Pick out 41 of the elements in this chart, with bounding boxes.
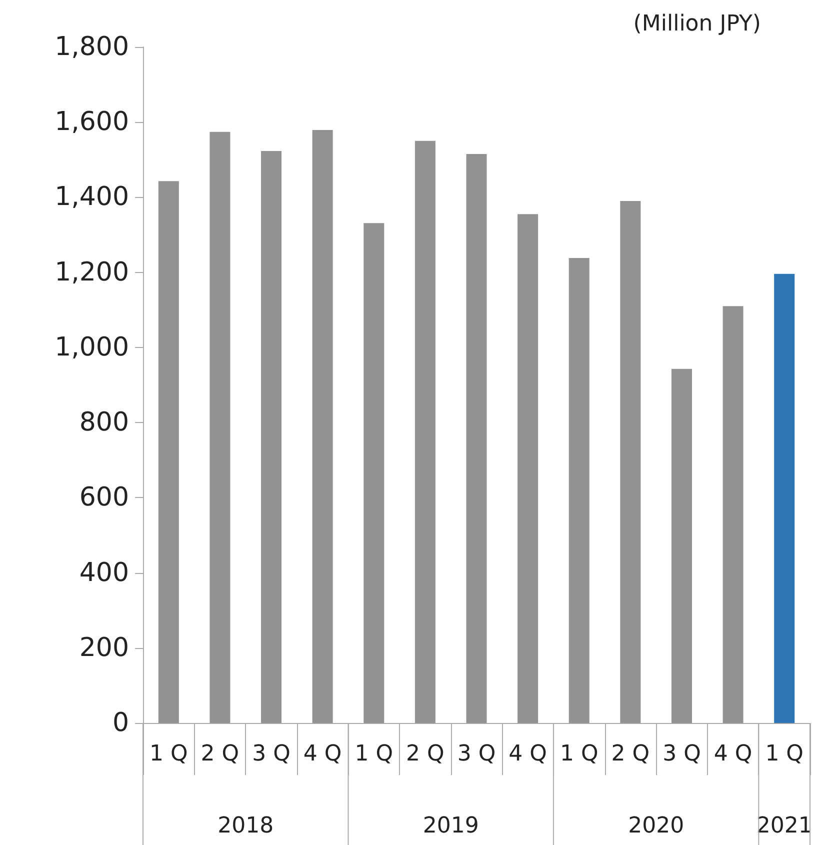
y-tick-label: 1,400 xyxy=(54,182,129,212)
x-tick-label: 3 Q xyxy=(457,742,496,766)
bar xyxy=(414,140,436,723)
bar xyxy=(620,200,641,723)
y-tick-label: 400 xyxy=(79,558,129,588)
bar xyxy=(261,151,282,723)
y-tick-label: 1,000 xyxy=(54,332,129,362)
y-tick-label: 0 xyxy=(112,708,129,738)
x-tick-label: 2 Q xyxy=(406,742,444,766)
y-axis-title: (Million JPY) xyxy=(633,12,761,36)
bar xyxy=(210,132,230,723)
bar xyxy=(518,214,538,723)
x-tick-label: 2 Q xyxy=(200,742,240,766)
y-tick-label: 1,800 xyxy=(54,32,129,62)
x-tick-label: 1 Q xyxy=(150,742,188,766)
bar xyxy=(722,306,744,723)
x-tick-label: 2 Q xyxy=(611,742,650,766)
y-tick-label: 1,600 xyxy=(54,107,129,138)
y-tick-label: 1,200 xyxy=(54,257,129,288)
text: 2021 xyxy=(756,814,812,838)
text: 2019 xyxy=(422,814,479,838)
x-tick-label: 4 Q xyxy=(714,742,752,766)
bar xyxy=(312,130,333,723)
x-tick-label: 3 Q xyxy=(252,742,290,766)
text: 2018 xyxy=(218,814,274,838)
x-tick-label: 1 Q xyxy=(560,742,598,766)
y-tick-label: 600 xyxy=(79,482,129,513)
bar xyxy=(774,274,795,723)
x-tick-label: 4 Q xyxy=(508,742,547,766)
bar xyxy=(568,258,590,723)
bar xyxy=(466,154,487,723)
x-tick-label: 3 Q xyxy=(662,742,701,766)
x-tick-label: 1 Q xyxy=(765,742,804,766)
y-tick-label: 800 xyxy=(79,408,129,438)
text: 2020 xyxy=(628,814,684,838)
y-tick-label: 200 xyxy=(79,632,129,663)
bar xyxy=(364,223,384,723)
x-tick-label: 1 Q xyxy=(354,742,394,766)
bar xyxy=(158,181,179,723)
x-tick-label: 4 Q xyxy=(303,742,342,766)
bar xyxy=(671,368,692,723)
